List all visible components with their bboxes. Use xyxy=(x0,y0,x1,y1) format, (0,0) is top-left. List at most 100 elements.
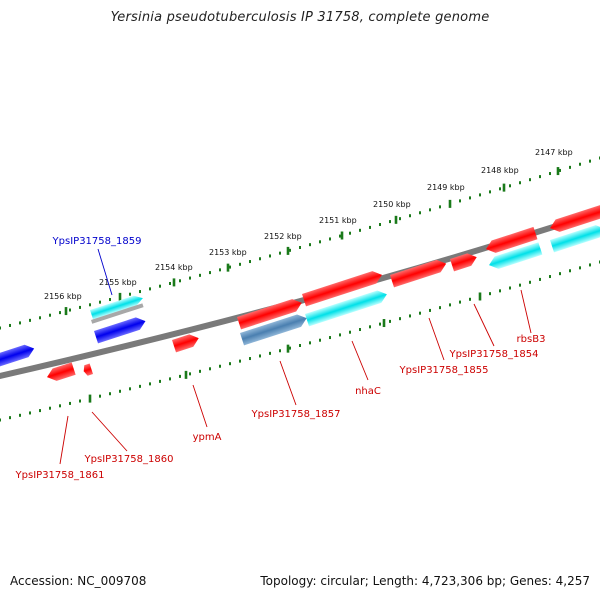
track-dot xyxy=(139,384,141,388)
track-dot xyxy=(239,359,241,363)
gene-label-leader xyxy=(192,384,208,428)
track-dot xyxy=(229,265,231,269)
track-dot xyxy=(419,211,421,215)
track-dot xyxy=(469,196,471,200)
gene-label[interactable]: YpsIP31758_1855 xyxy=(399,365,489,376)
gene-strip xyxy=(91,303,144,324)
track-dot xyxy=(459,300,461,304)
track-dot xyxy=(319,240,321,244)
gene-label[interactable]: rbsB3 xyxy=(517,334,546,345)
gene-arrow[interactable] xyxy=(45,362,76,383)
track-dot xyxy=(69,308,71,312)
track-dot xyxy=(469,297,471,301)
track-dot xyxy=(19,413,21,417)
track-major-tick xyxy=(382,319,386,328)
track-major-tick xyxy=(340,231,344,240)
gene-label[interactable]: YpsIP31758_1860 xyxy=(84,454,174,465)
kbp-label: 2151 kbp xyxy=(319,216,357,225)
gene-label[interactable]: YpsIP31758_1857 xyxy=(251,409,341,420)
track-dot xyxy=(359,328,361,332)
track-dot xyxy=(399,217,401,221)
track-dot xyxy=(389,319,391,323)
track-dot xyxy=(369,225,371,229)
track-major-tick xyxy=(556,167,560,176)
track-dot xyxy=(189,372,191,376)
track-dot xyxy=(529,178,531,182)
gene-arrow[interactable] xyxy=(94,315,147,344)
track-dot xyxy=(259,354,261,358)
track-dot xyxy=(589,159,591,163)
track-dot xyxy=(299,344,301,347)
accession-text: Accession: NC_009708 xyxy=(10,574,147,588)
gene-label-leader xyxy=(473,303,495,347)
track-dot xyxy=(149,382,151,386)
kbp-label: 2147 kbp xyxy=(535,148,573,157)
track-dot xyxy=(379,322,381,326)
track-major-tick xyxy=(64,307,68,316)
track-dot xyxy=(329,237,331,241)
track-dot xyxy=(379,223,381,227)
track-dot xyxy=(549,275,551,279)
track-dot xyxy=(219,364,221,368)
track-major-tick xyxy=(286,246,290,255)
track-major-tick xyxy=(478,292,482,301)
gene-arrow[interactable] xyxy=(550,223,600,253)
track-dot xyxy=(579,162,581,166)
track-dot xyxy=(49,313,51,317)
gene-label-leader xyxy=(351,340,369,381)
gene-label[interactable]: YpsIP31758_1859 xyxy=(52,236,142,247)
track-dot xyxy=(109,392,111,396)
kbp-label: 2153 kbp xyxy=(209,248,247,257)
track-dot xyxy=(249,357,251,361)
track-dot xyxy=(339,333,341,337)
gene-arrow[interactable] xyxy=(390,257,448,288)
track-dot xyxy=(539,175,541,179)
track-dot xyxy=(69,401,71,405)
track-dot xyxy=(559,272,561,276)
gene-arrow[interactable] xyxy=(302,269,384,307)
track-dot xyxy=(329,336,331,340)
track-major-tick xyxy=(226,263,230,272)
gene-label[interactable]: ypmA xyxy=(193,432,222,443)
track-dot xyxy=(109,298,111,302)
track-dot xyxy=(269,254,271,258)
track-dot xyxy=(169,281,171,285)
gene-arrow[interactable] xyxy=(305,288,389,327)
gene-label[interactable]: YpsIP31758_1854 xyxy=(449,349,539,360)
gene-arrow[interactable] xyxy=(240,312,309,346)
track-dot xyxy=(39,409,41,413)
gene-arrow[interactable] xyxy=(172,332,201,353)
kbp-label: 2149 kbp xyxy=(427,183,465,192)
gene-label[interactable]: YpsIP31758_1861 xyxy=(15,470,105,481)
track-major-tick xyxy=(184,370,188,379)
track-dot xyxy=(319,338,321,342)
track-dot xyxy=(179,374,181,378)
gene-arrow[interactable] xyxy=(484,226,538,255)
gene-arrow[interactable] xyxy=(548,203,600,234)
gene-label[interactable]: nhaC xyxy=(355,386,381,397)
track-dot xyxy=(509,184,511,188)
track-dot xyxy=(289,248,291,252)
track-dot xyxy=(199,273,201,277)
gene-arrow[interactable] xyxy=(450,251,479,272)
track-dot xyxy=(219,268,221,272)
track-major-tick xyxy=(448,199,452,208)
gene-arrow[interactable] xyxy=(487,242,543,271)
gene-label-leader xyxy=(279,360,297,406)
track-dot xyxy=(279,349,281,353)
gene-arrow[interactable] xyxy=(82,363,94,377)
kbp-label: 2155 kbp xyxy=(99,278,137,287)
track-dot xyxy=(499,187,501,191)
track-dot xyxy=(59,404,61,408)
gene-arrow[interactable] xyxy=(237,297,304,330)
gene-arrow[interactable] xyxy=(90,293,144,320)
track-dot xyxy=(239,262,241,266)
gene-label-leader xyxy=(91,411,128,452)
kbp-label: 2154 kbp xyxy=(155,263,193,272)
track-dot xyxy=(9,323,11,327)
map-title: Yersinia pseudotuberculosis IP 31758, co… xyxy=(110,10,490,25)
track-dot xyxy=(149,287,151,291)
gene-arrow[interactable] xyxy=(0,342,36,367)
kbp-label: 2150 kbp xyxy=(373,200,411,209)
track-dot xyxy=(39,316,41,320)
